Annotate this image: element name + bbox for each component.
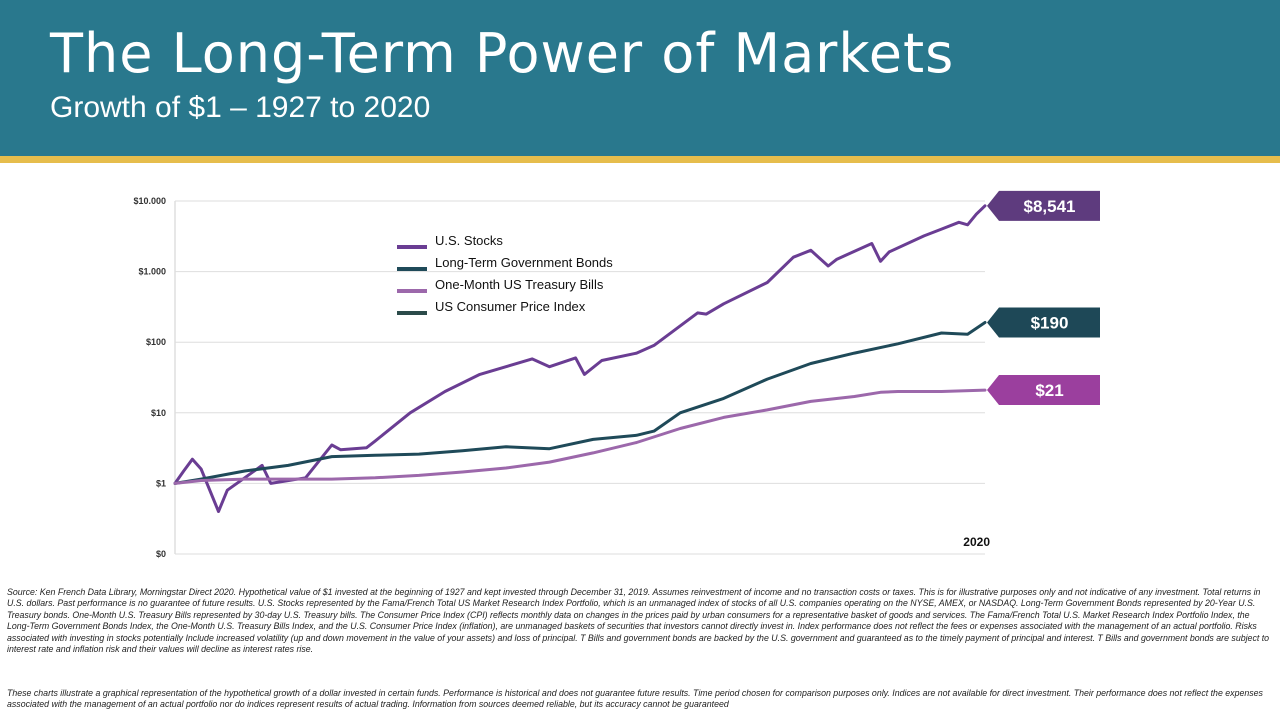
page-title: The Long-Term Power of Markets (50, 22, 955, 85)
y-tick-label: $100 (146, 337, 166, 347)
series-line (173, 204, 987, 513)
y-tick-label: $0 (156, 549, 166, 559)
grid-layer (174, 200, 985, 555)
tick-layer: $10.000 $1.000 $100 $10 $1 $0 (133, 196, 166, 559)
y-tick-label: $1.000 (138, 267, 166, 277)
end-value-badges: $8,541 $190 $21 (987, 190, 1100, 406)
series-layer (173, 204, 987, 513)
legend-label: Long-Term Government Bonds (435, 255, 613, 270)
end-value-label: $21 (1035, 381, 1063, 400)
legend-label: One-Month US Treasury Bills (435, 277, 604, 292)
y-tick-label: $1 (156, 478, 166, 488)
end-value-badge (987, 307, 1100, 338)
legend-label: U.S. Stocks (435, 233, 503, 248)
chart-canvas: $10.000 $1.000 $100 $10 $1 $0 U.S. Stocks Long… (133, 190, 1100, 559)
end-value-label: $190 (1031, 314, 1069, 333)
y-tick-label: $10 (151, 408, 166, 418)
series-line (173, 388, 987, 485)
disclaimer-footnote: These charts illustrate a graphical repr… (7, 688, 1263, 710)
legend: U.S. Stocks Long-Term Government Bonds One… (397, 233, 613, 315)
legend-label: US Consumer Price Index (435, 299, 586, 314)
end-value-badge (987, 375, 1100, 406)
accent-rule (0, 156, 1280, 163)
y-tick-label: $10.000 (133, 196, 166, 206)
growth-chart: $10.000 $1.000 $100 $10 $1 $0 U.S. Stocks Long… (100, 182, 1110, 572)
end-value-label: $8,541 (1024, 197, 1076, 216)
series-line (173, 321, 987, 485)
page-subtitle: Growth of $1 – 1927 to 2020 (50, 91, 431, 124)
source-footnote: Source: Ken French Data Library, Morning… (7, 587, 1270, 655)
x-annotation-label: 2020 (963, 535, 990, 549)
end-value-badge (987, 190, 1100, 221)
title-banner: The Long-Term Power of Markets Growth of… (0, 0, 1280, 156)
